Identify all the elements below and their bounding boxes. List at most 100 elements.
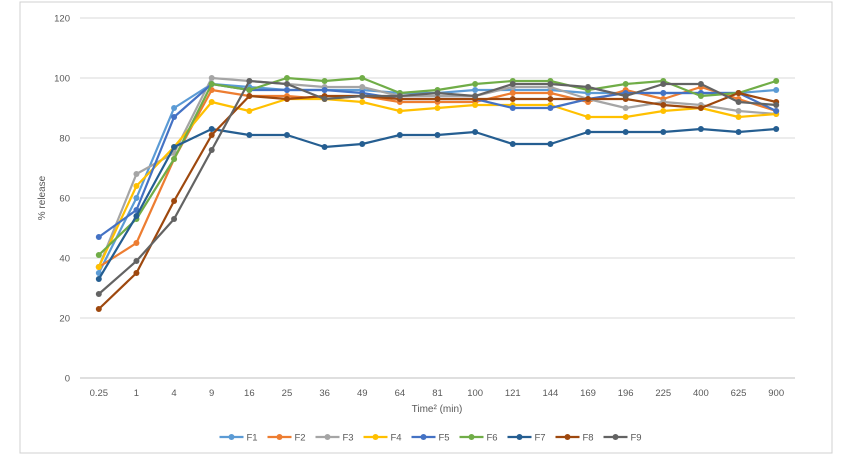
data-point — [321, 87, 328, 93]
data-point — [246, 93, 253, 99]
y-tick-label: 60 — [59, 194, 70, 205]
data-point — [246, 87, 253, 93]
x-tick-label: 25 — [282, 388, 293, 399]
data-point — [622, 93, 629, 99]
data-point — [585, 129, 592, 135]
data-point — [359, 141, 366, 147]
data-point — [359, 93, 366, 99]
y-tick-label: 100 — [54, 74, 70, 85]
data-point — [697, 93, 704, 99]
legend-swatch-marker — [276, 434, 283, 440]
data-point — [95, 234, 102, 240]
x-tick-label: 169 — [580, 388, 596, 399]
y-tick-label: 0 — [65, 374, 70, 385]
data-point — [773, 126, 780, 132]
data-point — [509, 141, 516, 147]
data-point — [171, 114, 178, 120]
data-point — [773, 108, 780, 114]
data-point — [472, 87, 479, 93]
data-point — [773, 78, 780, 84]
legend-swatch-marker — [420, 434, 427, 440]
legend-swatch-marker — [564, 434, 571, 440]
data-point — [547, 141, 554, 147]
data-point — [171, 216, 178, 222]
legend-label: F8 — [583, 433, 594, 444]
data-point — [208, 81, 215, 87]
data-point — [660, 129, 667, 135]
legend-label: F3 — [343, 433, 354, 444]
legend-item-f5: F5 — [411, 433, 450, 444]
data-point — [660, 90, 667, 96]
data-point — [585, 96, 592, 102]
y-tick-label: 20 — [59, 314, 70, 325]
data-point — [585, 84, 592, 90]
data-point — [208, 147, 215, 153]
data-point — [321, 78, 328, 84]
data-point — [434, 96, 441, 102]
legend-item-f6: F6 — [459, 433, 498, 444]
data-point — [434, 90, 441, 96]
data-point — [95, 306, 102, 312]
data-point — [246, 78, 253, 84]
data-point — [283, 96, 290, 102]
x-tick-label: 16 — [244, 388, 255, 399]
x-tick-label: 0.25 — [90, 388, 109, 399]
data-point — [547, 105, 554, 111]
data-point — [208, 75, 215, 81]
data-point — [359, 75, 366, 81]
legend-item-f4: F4 — [363, 433, 402, 444]
legend-label: F9 — [631, 433, 642, 444]
data-point — [283, 81, 290, 87]
legend-label: F5 — [439, 433, 450, 444]
data-point — [472, 129, 479, 135]
legend-item-f2: F2 — [267, 433, 306, 444]
data-point — [509, 81, 516, 87]
data-point — [321, 144, 328, 150]
legend: F1 F2 F3 F4 F5 F6 F7 F8 F9 — [219, 433, 642, 444]
data-point — [133, 258, 140, 264]
x-tick-label: 196 — [618, 388, 634, 399]
data-point — [622, 114, 629, 120]
x-tick-label: 81 — [432, 388, 443, 399]
data-point — [283, 132, 290, 138]
data-point — [246, 132, 253, 138]
legend-item-f8: F8 — [555, 433, 594, 444]
data-point — [95, 252, 102, 258]
y-tick-label: 120 — [54, 14, 70, 25]
data-point — [509, 90, 516, 96]
x-tick-label: 900 — [768, 388, 784, 399]
legend-swatch-marker — [516, 434, 523, 440]
legend-label: F6 — [487, 433, 498, 444]
data-point — [434, 105, 441, 111]
data-point — [95, 291, 102, 297]
data-point — [697, 126, 704, 132]
legend-label: F7 — [535, 433, 546, 444]
data-point — [622, 129, 629, 135]
data-point — [472, 93, 479, 99]
data-point — [547, 81, 554, 87]
legend-swatch-marker — [372, 434, 379, 440]
data-point — [171, 105, 178, 111]
data-point — [472, 81, 479, 87]
x-tick-label: 400 — [693, 388, 709, 399]
x-tick-label: 225 — [655, 388, 671, 399]
x-axis-label: Time² (min) — [412, 404, 463, 415]
data-point — [396, 93, 403, 99]
data-point — [321, 96, 328, 102]
chart-border — [19, 1, 833, 454]
y-tick-label: 40 — [59, 254, 70, 265]
data-point — [171, 156, 178, 162]
x-tick-label: 4 — [171, 388, 176, 399]
data-point — [735, 99, 742, 105]
x-tick-label: 1 — [134, 388, 139, 399]
legend-swatch-marker — [228, 434, 235, 440]
series-f7 — [95, 126, 780, 282]
data-point — [133, 183, 140, 189]
x-tick-label: 36 — [319, 388, 330, 399]
data-point — [547, 96, 554, 102]
legend-swatch-marker — [324, 434, 331, 440]
data-point — [95, 264, 102, 270]
data-point — [359, 99, 366, 105]
data-point — [773, 87, 780, 93]
